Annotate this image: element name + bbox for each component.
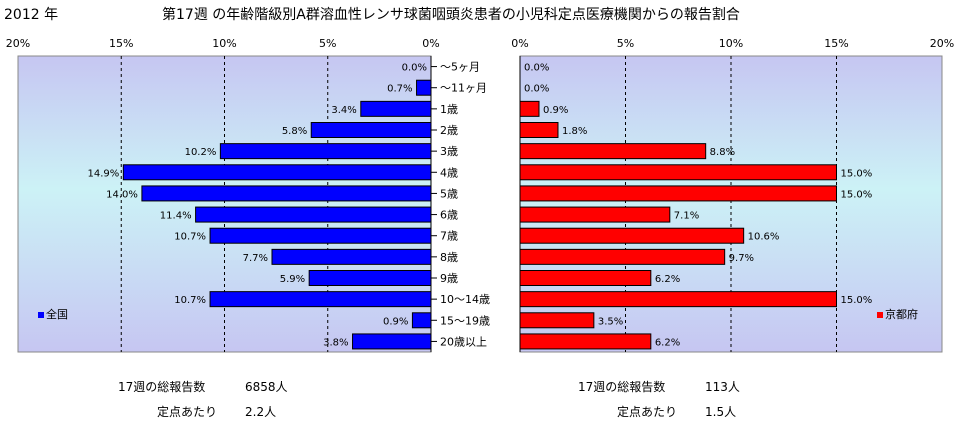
left-x-tick-label: 15%: [109, 37, 133, 50]
age-category-label: ～5ヶ月: [440, 61, 480, 74]
left-x-tick-label: 5%: [319, 37, 336, 50]
right-bar-value-label: 8.8%: [710, 147, 735, 158]
left-bar-value-label: 10.2%: [185, 147, 217, 158]
left-bar-value-label: 14.0%: [106, 189, 138, 200]
national-total-label: 17週の総報告数: [118, 380, 206, 394]
right-bar-value-label: 15.0%: [841, 189, 873, 200]
left-bar: [141, 185, 432, 202]
left-bar-value-label: 11.4%: [160, 211, 192, 222]
age-category-label: 20歳以上: [440, 335, 487, 348]
right-bar: [519, 312, 595, 329]
left-x-tick-label: 20%: [6, 37, 30, 50]
right-bar-value-label: 0.0%: [524, 63, 549, 74]
left-x-tick-label: 0%: [422, 37, 439, 50]
legend-swatch-national: [38, 312, 44, 318]
age-category-label: 7歳: [440, 230, 458, 243]
left-bar-value-label: 0.0%: [402, 63, 427, 74]
right-bar: [519, 270, 652, 286]
right-bar: [519, 248, 726, 265]
right-bar-value-label: 15.0%: [841, 168, 873, 179]
age-category-label: 5歳: [440, 187, 458, 200]
right-bar-value-label: 6.2%: [655, 337, 680, 348]
national-per-site-label: 定点あたり: [157, 405, 218, 419]
left-bar: [122, 164, 432, 181]
age-category-label: 15～19歳: [440, 314, 490, 327]
right-bar-value-label: 15.0%: [841, 295, 873, 306]
chart-title: 第17週 の年齢階級別A群溶血性レンサ球菌咽頭炎患者の小児科定点医療機関からの報…: [162, 7, 740, 23]
right-x-tick-label: 10%: [719, 37, 743, 50]
right-x-tick-label: 20%: [930, 37, 954, 50]
right-bar: [519, 291, 837, 308]
kyoto-total-label: 17週の総報告数: [578, 380, 666, 394]
left-bar-value-label: 5.9%: [280, 274, 305, 285]
left-bar: [352, 333, 432, 350]
right-bar: [519, 185, 837, 202]
left-bar-value-label: 5.8%: [282, 126, 307, 137]
right-bar: [519, 100, 540, 117]
age-category-label: ～11ヶ月: [440, 82, 487, 95]
right-bar: [519, 143, 707, 160]
left-bar: [411, 312, 432, 329]
national-total-value: 6858人: [245, 380, 288, 394]
right-bar-value-label: 7.1%: [674, 211, 699, 222]
left-bar-value-label: 7.7%: [243, 253, 268, 264]
right-bar: [519, 333, 652, 350]
right-bar: [519, 164, 837, 181]
left-bar: [416, 79, 432, 96]
left-bar: [271, 248, 432, 265]
left-bar-value-label: 10.7%: [174, 232, 206, 243]
right-x-tick-label: 0%: [511, 37, 528, 50]
right-x-tick-label: 15%: [824, 37, 848, 50]
year-label: 2012 年: [4, 7, 59, 23]
left-bar: [209, 291, 432, 308]
right-bar: [519, 122, 559, 138]
left-bar: [310, 122, 432, 138]
age-category-label: 4歳: [440, 166, 458, 179]
age-category-label: 8歳: [440, 251, 458, 264]
right-bar-value-label: 0.9%: [543, 105, 568, 116]
left-bar-value-label: 3.4%: [331, 105, 356, 116]
right-bar: [519, 227, 745, 244]
left-x-tick-label: 10%: [212, 37, 236, 50]
age-category-label: 9歳: [440, 272, 458, 285]
legend-swatch-kyoto: [877, 312, 883, 318]
kyoto-total-value: 113人: [705, 380, 740, 394]
legend-label-kyoto: 京都府: [885, 307, 918, 321]
right-bar: [519, 206, 671, 223]
left-bar: [360, 100, 432, 117]
right-bar-value-label: 0.0%: [524, 84, 549, 95]
age-category-label: 6歳: [440, 209, 458, 222]
kyoto-per-site-label: 定点あたり: [617, 405, 678, 419]
age-category-label: 2歳: [440, 124, 458, 137]
legend-label-national: 全国: [46, 307, 68, 321]
age-category-label: 3歳: [440, 145, 458, 158]
left-bar-value-label: 10.7%: [174, 295, 206, 306]
right-bar-value-label: 6.2%: [655, 274, 680, 285]
right-bar-value-label: 9.7%: [729, 253, 754, 264]
left-bar: [209, 227, 432, 244]
right-x-tick-label: 5%: [617, 37, 634, 50]
left-bar-value-label: 0.7%: [387, 84, 412, 95]
age-category-label: 1歳: [440, 103, 458, 116]
age-category-label: 10～14歳: [440, 293, 490, 306]
left-bar: [219, 143, 432, 160]
right-bar-value-label: 1.8%: [562, 126, 587, 137]
left-bar-value-label: 3.8%: [323, 337, 348, 348]
left-bar: [308, 270, 432, 286]
left-bar-value-label: 0.9%: [383, 316, 408, 327]
kyoto-per-site-value: 1.5人: [705, 405, 737, 419]
national-per-site-value: 2.2人: [245, 405, 277, 419]
right-bar-value-label: 10.6%: [748, 232, 780, 243]
right-bar-value-label: 3.5%: [598, 316, 623, 327]
left-bar-value-label: 14.9%: [88, 168, 120, 179]
left-bar: [195, 206, 432, 223]
